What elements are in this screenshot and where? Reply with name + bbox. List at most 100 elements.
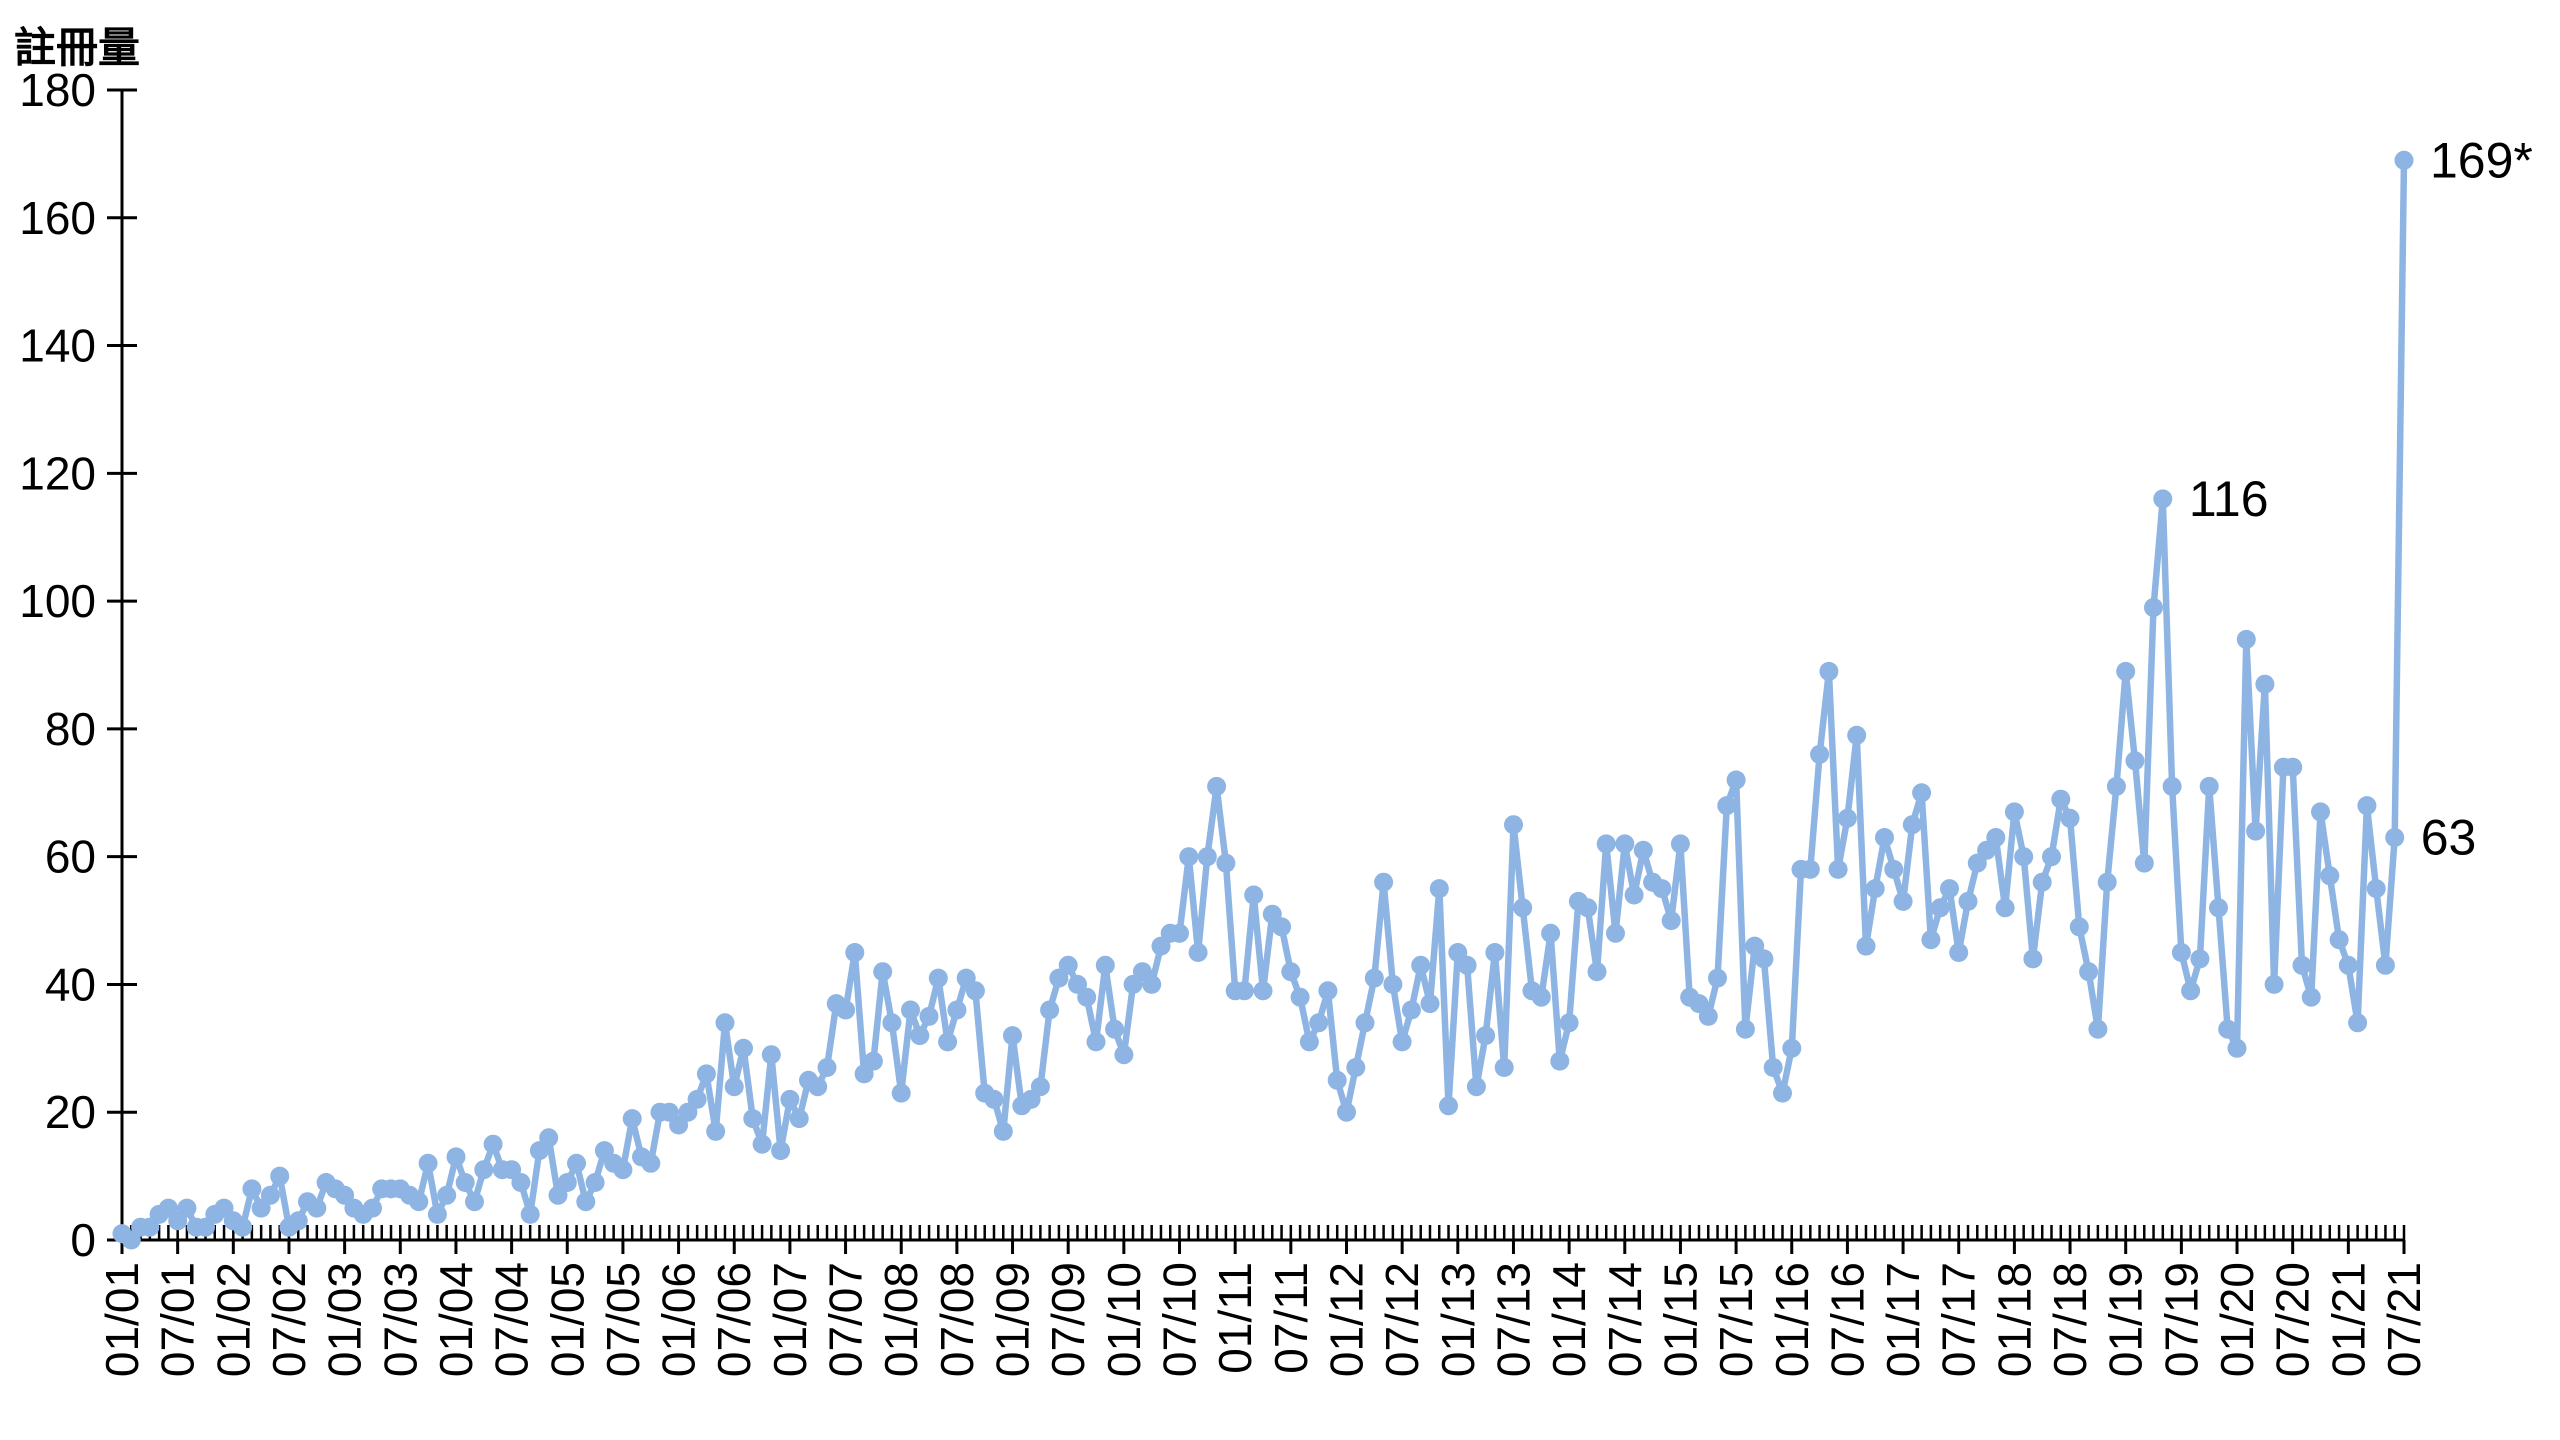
data-point bbox=[1077, 987, 1097, 1007]
data-point bbox=[1197, 847, 1217, 867]
data-point bbox=[2162, 776, 2182, 796]
data-point bbox=[1624, 885, 1644, 905]
data-point bbox=[511, 1173, 531, 1192]
data-point bbox=[761, 1045, 781, 1065]
data-point bbox=[1921, 930, 1941, 950]
x-tick-label: 07/09 bbox=[1042, 1262, 1094, 1377]
x-tick-label: 01/09 bbox=[987, 1262, 1039, 1377]
x-tick-label: 01/03 bbox=[319, 1262, 371, 1377]
y-axis-ticks bbox=[107, 88, 137, 1242]
x-tick-label: 01/08 bbox=[875, 1262, 927, 1377]
data-point bbox=[1476, 1026, 1496, 1046]
data-point bbox=[1429, 879, 1449, 899]
data-point bbox=[1633, 840, 1653, 860]
data-point bbox=[1346, 1058, 1366, 1077]
data-series bbox=[112, 150, 2414, 1250]
data-point bbox=[2032, 872, 2052, 892]
data-point bbox=[1782, 1038, 1802, 1058]
data-point bbox=[1420, 994, 1440, 1014]
x-tick-label: 07/18 bbox=[2044, 1262, 2096, 1377]
data-point bbox=[2357, 796, 2377, 816]
x-tick-label: 07/12 bbox=[1376, 1262, 1428, 1377]
data-point bbox=[2246, 821, 2266, 841]
data-point bbox=[233, 1217, 253, 1237]
data-point bbox=[1374, 872, 1394, 892]
data-point bbox=[1485, 943, 1505, 962]
data-point bbox=[965, 981, 985, 1001]
x-tick-label: 01/06 bbox=[653, 1262, 705, 1377]
data-point bbox=[1030, 1077, 1050, 1097]
data-point bbox=[808, 1077, 828, 1097]
data-point bbox=[2181, 981, 2201, 1001]
data-point bbox=[1837, 808, 1857, 828]
data-point bbox=[2171, 943, 2191, 962]
data-point bbox=[696, 1064, 716, 1084]
x-tick-label: 01/12 bbox=[1320, 1262, 1372, 1377]
data-point bbox=[242, 1179, 262, 1199]
series-line bbox=[118, 157, 2408, 1244]
data-point bbox=[2366, 879, 2386, 899]
data-point bbox=[1105, 1019, 1125, 1039]
data-point bbox=[2004, 802, 2024, 822]
data-point bbox=[409, 1192, 429, 1212]
y-tick-label: 120 bbox=[19, 447, 96, 499]
data-point bbox=[2311, 802, 2330, 822]
data-point bbox=[928, 968, 948, 988]
data-point bbox=[1587, 962, 1607, 982]
data-point bbox=[1299, 1032, 1319, 1052]
x-tick-label: 07/19 bbox=[2155, 1262, 2207, 1377]
data-point bbox=[1513, 898, 1533, 918]
data-point bbox=[455, 1173, 475, 1192]
data-point bbox=[1531, 987, 1551, 1007]
x-axis-labels: 01/01 07/01 01/02 07/02 01/03 07/03 01/04 07/04… bbox=[96, 1262, 2430, 1377]
x-tick-label: 07/16 bbox=[1821, 1262, 1873, 1377]
data-point bbox=[780, 1089, 800, 1109]
data-point bbox=[1327, 1070, 1347, 1090]
data-point bbox=[2329, 930, 2349, 950]
y-tick-label: 0 bbox=[70, 1214, 96, 1266]
data-point bbox=[177, 1198, 197, 1218]
data-point bbox=[687, 1089, 707, 1109]
data-point bbox=[1244, 885, 1264, 905]
data-point bbox=[2144, 598, 2163, 617]
data-point bbox=[2014, 847, 2034, 867]
y-tick-label: 20 bbox=[45, 1086, 96, 1138]
data-point bbox=[1578, 898, 1598, 918]
data-point bbox=[2255, 674, 2275, 694]
data-point bbox=[1596, 834, 1616, 854]
data-point bbox=[446, 1147, 466, 1167]
data-point bbox=[1494, 1058, 1514, 1077]
data-point bbox=[2264, 974, 2284, 994]
data-point bbox=[1272, 917, 1292, 937]
data-point bbox=[1912, 783, 1932, 803]
x-tick-label: 07/01 bbox=[152, 1262, 204, 1377]
data-point bbox=[1383, 974, 1403, 994]
data-point bbox=[1708, 968, 1727, 988]
data-point bbox=[2301, 987, 2321, 1007]
data-point bbox=[1800, 859, 1820, 879]
data-point bbox=[1986, 828, 2006, 847]
data-point bbox=[539, 1128, 559, 1148]
data-point bbox=[1003, 1026, 1022, 1046]
data-point bbox=[1142, 974, 1162, 994]
y-tick-label: 140 bbox=[19, 320, 96, 372]
data-point bbox=[613, 1160, 633, 1180]
y-tick-label: 80 bbox=[45, 703, 96, 755]
data-point bbox=[1698, 1006, 1718, 1026]
data-point bbox=[557, 1173, 577, 1192]
x-tick-label: 07/14 bbox=[1599, 1262, 1651, 1377]
data-point bbox=[2199, 776, 2219, 796]
data-point bbox=[817, 1058, 837, 1077]
x-tick-label: 01/11 bbox=[1209, 1262, 1261, 1374]
data-point bbox=[947, 1000, 967, 1020]
x-axis-ticks bbox=[120, 1225, 2406, 1254]
data-point bbox=[1392, 1032, 1412, 1052]
x-tick-label: 01/07 bbox=[764, 1262, 816, 1377]
x-tick-label: 01/04 bbox=[430, 1262, 482, 1377]
x-tick-label: 01/16 bbox=[1766, 1262, 1818, 1377]
data-point bbox=[2097, 872, 2117, 892]
data-point bbox=[1439, 1096, 1458, 1116]
x-tick-label: 01/21 bbox=[2322, 1262, 2374, 1377]
data-point bbox=[1828, 859, 1848, 879]
